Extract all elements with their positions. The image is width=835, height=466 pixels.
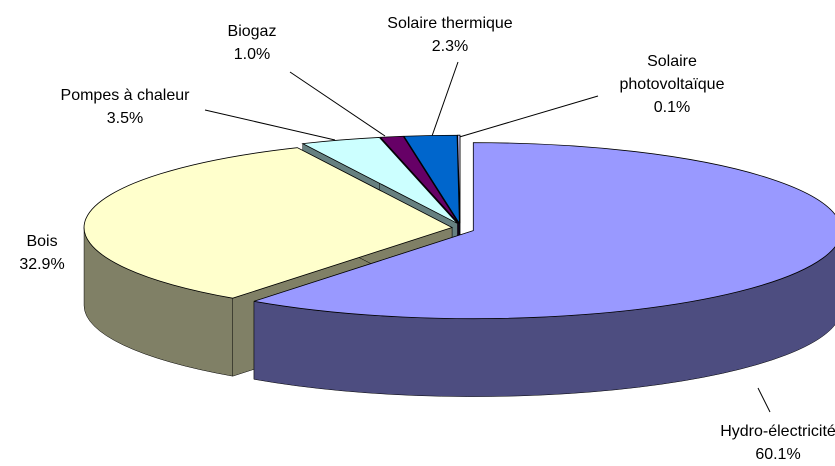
category-label: Biogaz [227, 23, 277, 40]
value-label: 0.1% [653, 99, 691, 116]
slice-top [403, 134, 460, 225]
slice-label: Solaire thermique 2.3% [360, 12, 540, 58]
category-label: Hydro-électricité [720, 423, 835, 440]
slice-top [379, 135, 459, 224]
slice-label: Pompes à chaleur 3.5% [30, 84, 220, 130]
leader-line [757, 387, 771, 413]
slice-top [457, 134, 461, 224]
leader-line [289, 71, 386, 137]
slice-top [83, 147, 454, 299]
slice-label: Bois 32.9% [0, 230, 84, 276]
slice-label: Solaire photovoltaïque 0.1% [612, 50, 732, 119]
leader-line [431, 61, 459, 137]
value-label: 3.5% [106, 110, 144, 127]
category-label: Solaire photovoltaïque [619, 53, 725, 93]
category-label: Bois [26, 233, 58, 250]
value-label: 60.1% [755, 446, 801, 463]
leader-line [455, 95, 599, 139]
value-label: 1.0% [233, 46, 271, 63]
slice-label: Biogaz 1.0% [202, 20, 302, 66]
slice [253, 142, 835, 397]
leader-line [204, 109, 336, 141]
slice-label: Hydro-électricité 60.1% [698, 420, 835, 466]
slice-top [253, 142, 835, 320]
value-label: 32.9% [19, 256, 65, 273]
value-label: 2.3% [431, 38, 469, 55]
category-label: Pompes à chaleur [60, 87, 190, 104]
slice-top [301, 137, 458, 224]
category-label: Solaire thermique [387, 15, 513, 32]
